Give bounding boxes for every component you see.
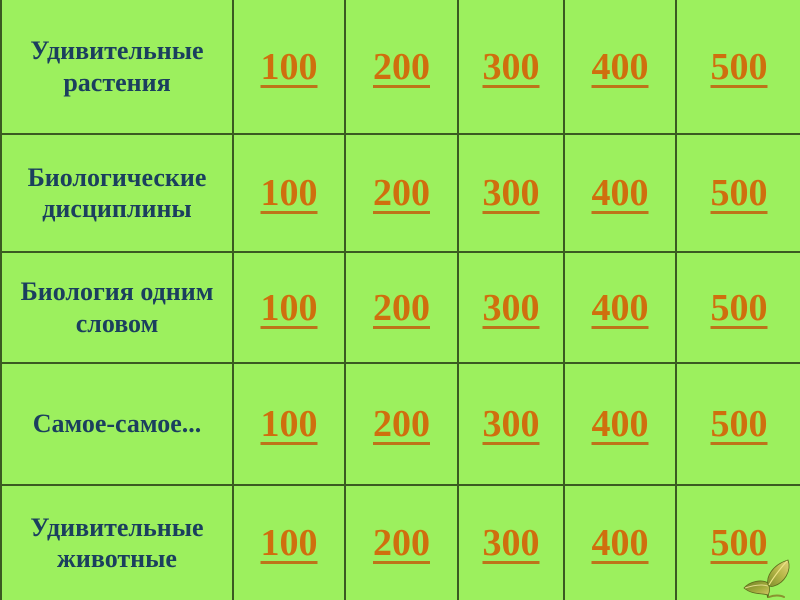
value-cell: 500 [675, 133, 800, 253]
value-link[interactable]: 400 [591, 286, 649, 329]
value-cell: 100 [232, 362, 346, 486]
value-cell: 100 [232, 484, 346, 600]
value-link[interactable]: 200 [373, 45, 430, 88]
board-row: Самое-самое... 100 200 300 400 500 [0, 362, 800, 486]
value-cell: 300 [457, 484, 565, 600]
value-link[interactable]: 200 [373, 522, 430, 564]
value-cell: 200 [344, 362, 459, 486]
value-link[interactable]: 200 [373, 286, 430, 329]
value-link[interactable]: 300 [482, 286, 540, 329]
value-cell: 400 [563, 484, 677, 600]
value-link[interactable]: 100 [260, 403, 318, 445]
value-cell: 400 [563, 362, 677, 486]
value-link[interactable]: 500 [710, 522, 768, 564]
value-link[interactable]: 100 [260, 45, 318, 88]
value-link[interactable]: 300 [482, 45, 540, 88]
value-cell: 500 [675, 0, 800, 135]
value-cell: 100 [232, 133, 346, 253]
value-link[interactable]: 200 [373, 172, 430, 214]
value-cell: 400 [563, 251, 677, 364]
value-cell: 300 [457, 0, 565, 135]
value-link[interactable]: 400 [591, 522, 649, 564]
value-link[interactable]: 300 [482, 172, 540, 214]
value-cell: 200 [344, 0, 459, 135]
value-link[interactable]: 100 [260, 522, 318, 564]
value-cell: 400 [563, 0, 677, 135]
value-link[interactable]: 300 [482, 403, 540, 445]
value-cell: 300 [457, 362, 565, 486]
category-cell: Удивительные растения [0, 0, 234, 135]
value-link[interactable]: 500 [710, 403, 768, 445]
value-link[interactable]: 400 [591, 45, 649, 88]
value-cell: 400 [563, 133, 677, 253]
board-row: Биологические дисциплины 100 200 300 400… [0, 133, 800, 253]
board-row: Удивительные растения 100 200 300 400 50… [0, 0, 800, 135]
value-cell: 500 [675, 484, 800, 600]
value-cell: 200 [344, 484, 459, 600]
category-cell: Биология одним словом [0, 251, 234, 364]
board-row: Биология одним словом 100 200 300 400 50… [0, 251, 800, 364]
value-cell: 300 [457, 251, 565, 364]
value-link[interactable]: 400 [591, 172, 649, 214]
value-cell: 300 [457, 133, 565, 253]
value-cell: 500 [675, 362, 800, 486]
value-link[interactable]: 200 [373, 403, 430, 445]
value-cell: 500 [675, 251, 800, 364]
category-cell: Биологические дисциплины [0, 133, 234, 253]
category-cell: Удивительные животные [0, 484, 234, 600]
value-link[interactable]: 500 [710, 172, 768, 214]
value-link[interactable]: 500 [710, 45, 768, 88]
value-cell: 200 [344, 251, 459, 364]
value-cell: 100 [232, 251, 346, 364]
value-link[interactable]: 500 [710, 286, 768, 329]
board-row: Удивительные животные 100 200 300 400 50… [0, 484, 800, 600]
category-cell: Самое-самое... [0, 362, 234, 486]
value-link[interactable]: 100 [260, 172, 318, 214]
value-link[interactable]: 400 [591, 403, 649, 445]
value-cell: 100 [232, 0, 346, 135]
value-link[interactable]: 300 [482, 522, 540, 564]
value-link[interactable]: 100 [260, 286, 318, 329]
value-cell: 200 [344, 133, 459, 253]
